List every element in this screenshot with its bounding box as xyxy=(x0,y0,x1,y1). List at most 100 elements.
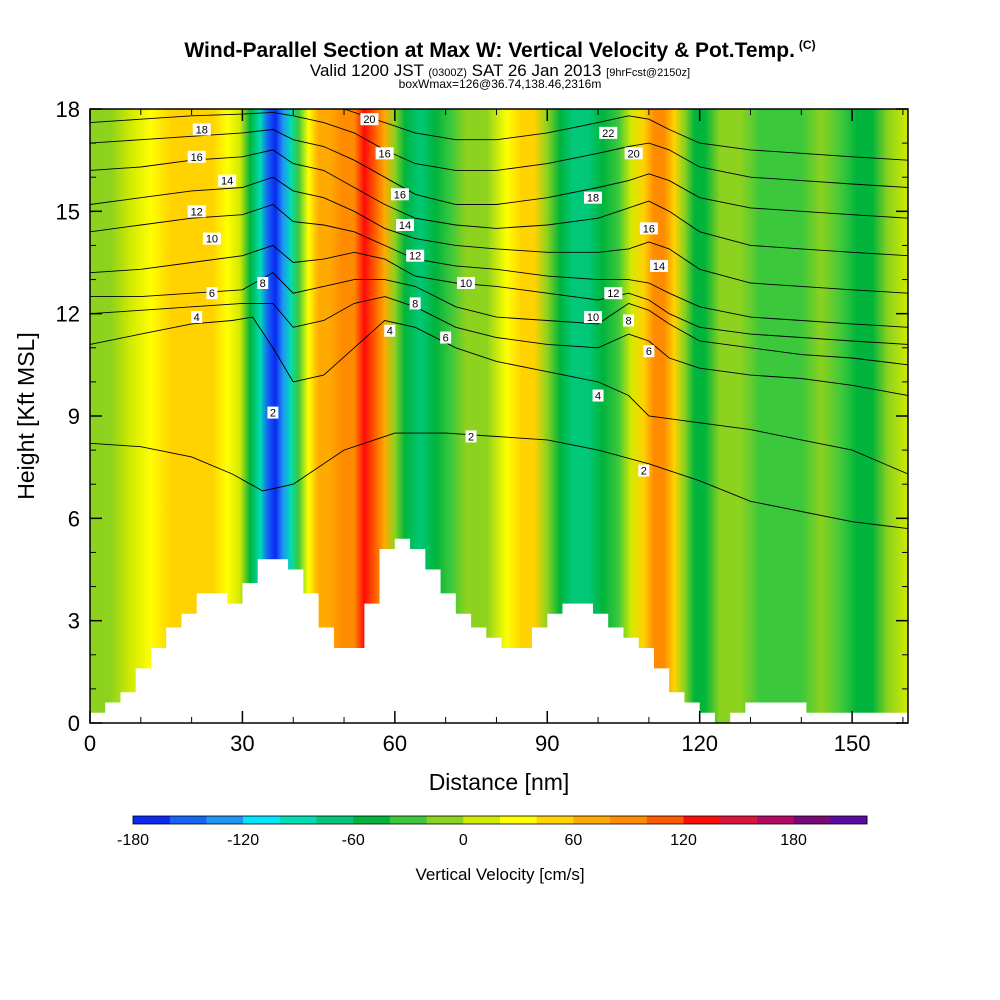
svg-text:2: 2 xyxy=(468,431,474,443)
colorbar-swatch xyxy=(316,816,354,824)
y-tick-label: 15 xyxy=(56,199,80,224)
contour-label: 4 xyxy=(191,311,203,324)
colorbar-swatch xyxy=(646,816,684,824)
contour-label: 10 xyxy=(202,232,221,246)
svg-text:2: 2 xyxy=(641,466,647,478)
forecast-info: [9hrFcst@2150z] xyxy=(606,67,691,79)
contour-label: 10 xyxy=(456,276,475,290)
contour-label: 4 xyxy=(384,324,396,338)
svg-text:16: 16 xyxy=(191,152,203,164)
colorbar-swatch xyxy=(610,816,648,824)
svg-text:14: 14 xyxy=(399,220,411,232)
contour-label: 14 xyxy=(650,259,669,273)
contour-label: 8 xyxy=(409,297,421,310)
svg-text:16: 16 xyxy=(643,223,655,235)
valid-time-line: Valid 1200 JST (0300Z) SAT 26 Jan 2013 [… xyxy=(0,61,1000,81)
contour-label: 6 xyxy=(440,331,452,345)
contour-labels: 1816141210648220161614128410622220181614… xyxy=(187,113,669,478)
contour-label: 14 xyxy=(218,174,237,188)
colorbar-tick-label: 0 xyxy=(459,832,468,849)
theta-contour-16 xyxy=(90,149,908,257)
svg-text:4: 4 xyxy=(194,312,200,324)
contour-label: 2 xyxy=(267,406,279,420)
svg-text:10: 10 xyxy=(206,234,218,246)
axes: 0 30 60 90 120 150 0 3 6 9 12 15 18 xyxy=(56,97,908,756)
colorbar-swatch xyxy=(389,816,428,824)
svg-text:10: 10 xyxy=(587,312,599,324)
svg-text:22: 22 xyxy=(602,128,614,140)
x-tick-label: 120 xyxy=(681,731,718,756)
colorbar-tick-label: 60 xyxy=(565,832,583,849)
theta-contour-22 xyxy=(343,109,908,161)
contour-label: 22 xyxy=(599,126,618,140)
contour-label: 6 xyxy=(643,345,655,358)
svg-text:8: 8 xyxy=(412,298,418,310)
theta-contour-12 xyxy=(90,203,908,328)
svg-text:16: 16 xyxy=(379,148,391,160)
colorbar-swatch xyxy=(279,816,317,824)
contour-label: 18 xyxy=(583,191,602,205)
y-tick-label: 9 xyxy=(68,404,80,429)
svg-text:18: 18 xyxy=(196,124,208,136)
svg-text:6: 6 xyxy=(646,346,652,358)
contour-label: 2 xyxy=(638,464,650,478)
plot-area: 1816141210648220161614128410622220181614… xyxy=(89,108,909,724)
valid-utc: (0300Z) xyxy=(428,67,467,79)
colorbar-swatch xyxy=(500,816,538,824)
svg-text:14: 14 xyxy=(653,261,665,273)
svg-text:16: 16 xyxy=(394,189,406,201)
svg-text:8: 8 xyxy=(260,278,266,290)
contour-label: 4 xyxy=(592,389,604,403)
theta-contour-18 xyxy=(90,129,908,219)
colorbar-frame xyxy=(132,815,868,825)
theta-contours xyxy=(90,109,908,530)
contour-label: 16 xyxy=(375,147,394,160)
x-tick-label: 60 xyxy=(383,731,407,756)
svg-text:20: 20 xyxy=(628,148,640,160)
theta-contour-14 xyxy=(90,176,908,294)
colorbar-swatch xyxy=(720,816,758,824)
contour-label: 18 xyxy=(192,123,211,136)
svg-text:18: 18 xyxy=(587,193,599,205)
contour-label: 16 xyxy=(390,188,409,201)
chart-title-text: Wind-Parallel Section at Max W: Vertical… xyxy=(184,39,795,62)
colorbar-swatch xyxy=(793,816,831,824)
colorbar-swatch xyxy=(169,816,207,824)
svg-text:6: 6 xyxy=(443,333,449,345)
y-tick-label: 0 xyxy=(68,711,80,736)
contour-label: 10 xyxy=(583,311,602,324)
x-tick-label: 90 xyxy=(535,731,559,756)
colorbar-swatch xyxy=(536,816,574,824)
contour-label: 2 xyxy=(465,430,477,443)
colorbar-tick-label: -120 xyxy=(227,832,259,849)
svg-text:14: 14 xyxy=(221,176,233,188)
contour-label: 20 xyxy=(624,147,643,160)
svg-text:12: 12 xyxy=(607,288,619,300)
copyright-mark: (C) xyxy=(798,38,816,52)
x-tick-label: 150 xyxy=(834,731,871,756)
contour-label: 12 xyxy=(406,249,425,263)
x-tick-label: 0 xyxy=(84,731,96,756)
theta-contour-20 xyxy=(90,111,908,188)
x-axis-title: Distance [nm] xyxy=(429,769,570,795)
colorbar-swatch xyxy=(756,816,795,824)
svg-text:20: 20 xyxy=(363,114,375,126)
colorbar-swatch xyxy=(426,816,464,824)
svg-text:12: 12 xyxy=(409,251,421,263)
colorbar-swatch xyxy=(206,816,244,824)
colorbar-tick-label: 120 xyxy=(670,832,697,849)
valid-date: SAT 26 Jan 2013 xyxy=(471,61,602,80)
theta-contour-4 xyxy=(90,316,908,475)
valid-prefix: Valid 1200 JST xyxy=(309,61,424,80)
y-tick-label: 3 xyxy=(68,609,80,634)
theta-contour-10 xyxy=(90,244,908,345)
contour-label: 20 xyxy=(360,113,379,126)
colorbar-swatch xyxy=(573,816,611,824)
svg-text:8: 8 xyxy=(625,315,631,327)
colorbar-tick-label: -60 xyxy=(342,832,365,849)
colorbar: -180 -120 -60 0 60 120 180 xyxy=(117,815,868,849)
svg-text:12: 12 xyxy=(191,206,203,218)
svg-text:2: 2 xyxy=(270,408,276,420)
contour-label: 16 xyxy=(187,150,206,164)
